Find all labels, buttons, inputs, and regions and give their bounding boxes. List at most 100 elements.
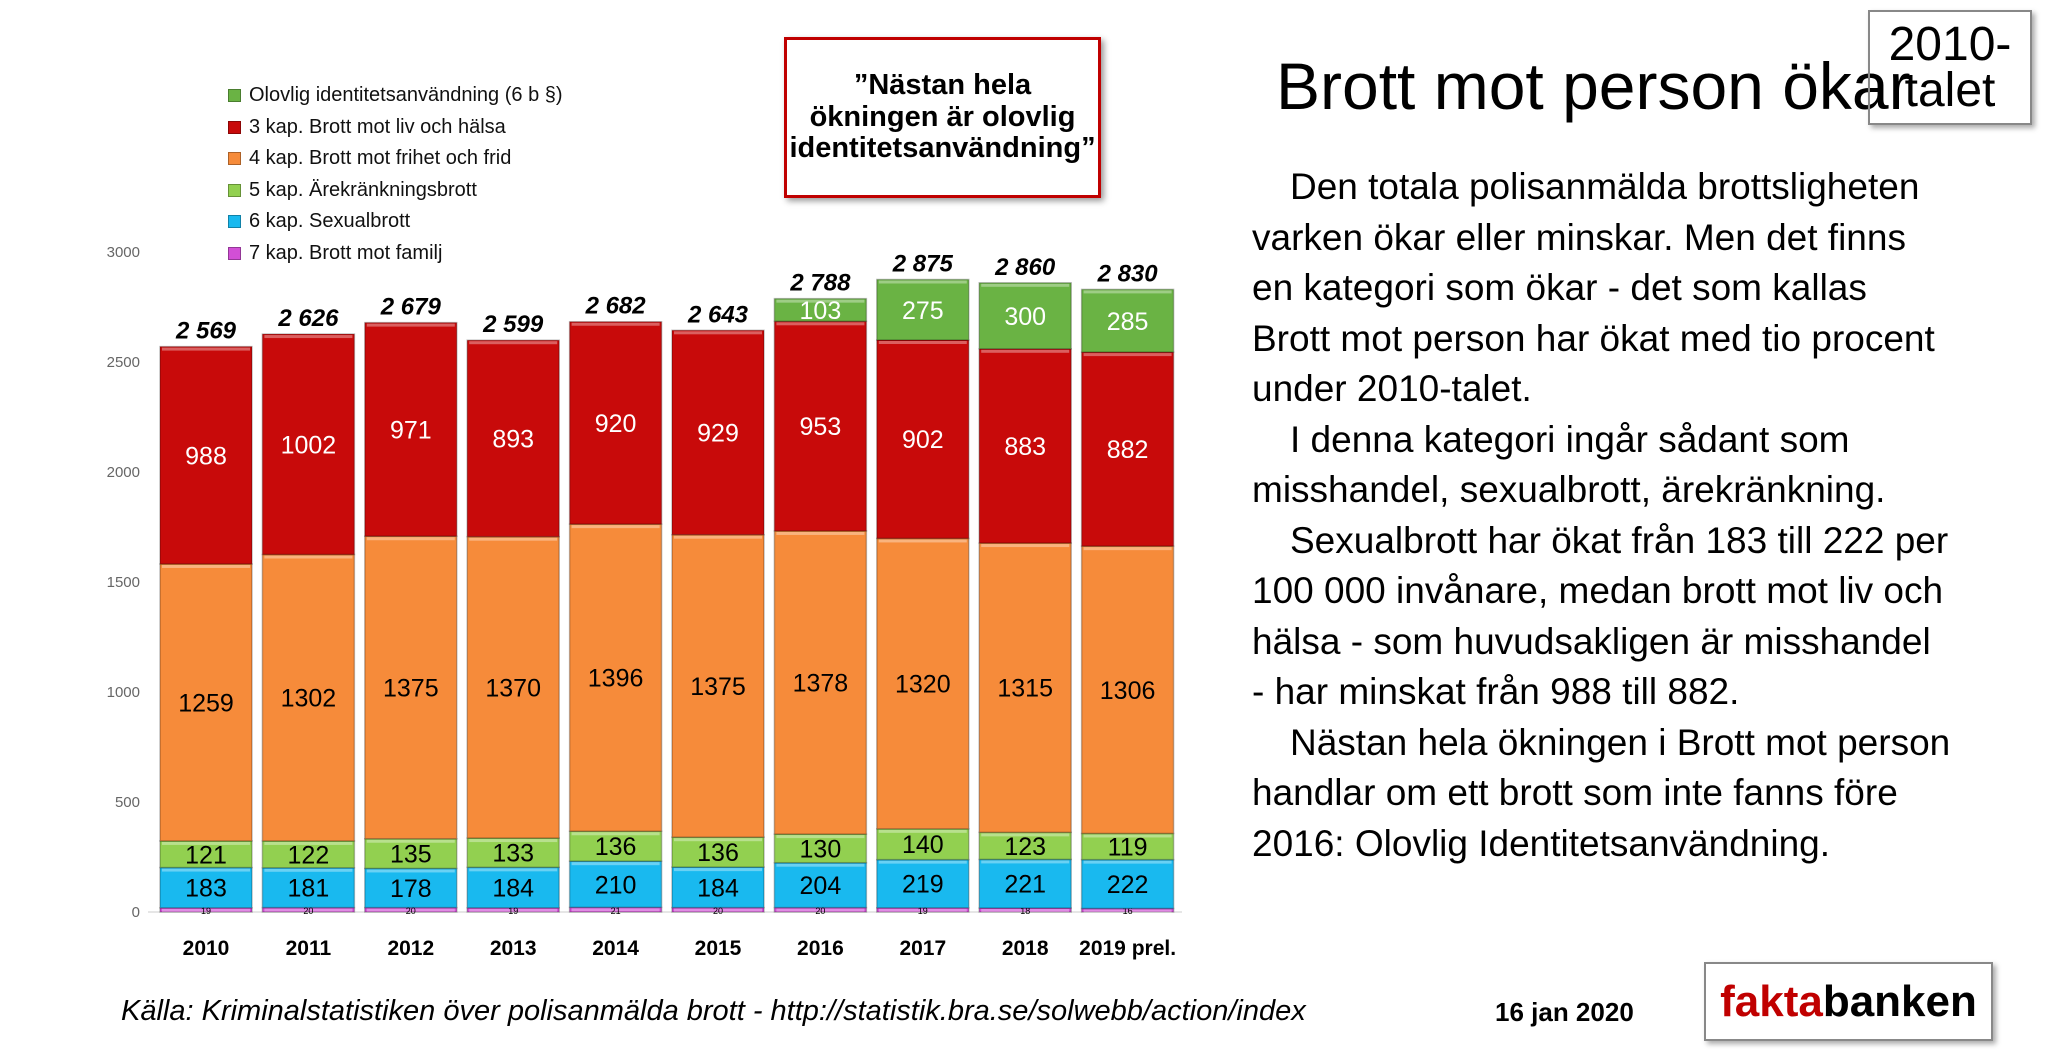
bar-highlight [1083,834,1172,838]
legend-item: 7 kap. Brott mot familj [228,238,563,270]
bar-highlight [981,544,1070,548]
data-label: 183 [185,875,227,903]
bar-highlight [469,908,558,912]
bar-segment [466,535,560,839]
bar-highlight [162,908,250,912]
data-label: 133 [492,840,534,868]
legend-swatch [228,215,241,229]
bar-segment [261,333,356,556]
legend-label: 4 kap. Brott mot frihet och frid [249,147,512,170]
bar-highlight [162,347,250,351]
data-label: 16 [1123,906,1133,916]
bar-highlight [1083,860,1172,864]
bar-segment [1080,351,1175,547]
data-label: 1259 [178,689,234,717]
bar-segment [466,837,560,869]
bar-highlight [776,863,865,867]
decade-badge: 2010-talet [1868,10,2032,125]
bar-segment [159,345,253,565]
bar-segment [773,320,868,532]
data-label: 1315 [997,675,1053,703]
bar-highlight [571,908,660,912]
y-tick-label: 3000 [107,244,140,261]
x-tick-label: 2012 [387,937,434,960]
data-label: 103 [800,297,842,325]
data-label: 920 [595,410,637,438]
bar-segment [978,542,1072,834]
data-label: 135 [390,841,432,869]
bar-segment [364,535,458,840]
data-label: 136 [697,839,739,867]
data-label: 1320 [895,671,951,699]
bar-highlight [264,841,353,845]
bar-highlight [981,833,1070,837]
legend-label: 3 kap. Brott mot liv och hälsa [249,115,506,138]
legend-swatch [228,120,241,134]
data-label: 204 [800,872,842,900]
data-label: 300 [1004,303,1046,331]
total-label: 2 860 [994,254,1056,281]
bar-segment [364,321,458,537]
paragraph: Den totala polisanmälda brottsligheten v… [1252,166,1935,409]
data-label: 221 [1004,871,1046,899]
data-label: 19 [918,906,928,916]
bar-highlight [878,908,967,912]
total-label: 2 875 [892,251,954,278]
bar-highlight [1083,353,1172,357]
bar-segment [1080,545,1175,835]
data-label: 210 [595,871,637,899]
x-tick-label: 2019 prel. [1079,937,1176,960]
bar-segment [568,523,663,833]
bar-highlight [981,860,1070,864]
legend-swatch [228,152,241,166]
bar-highlight [264,555,353,559]
bar-highlight [469,537,558,541]
data-label: 19 [201,906,211,916]
bar-highlight [981,283,1070,287]
total-label: 2 788 [789,270,851,297]
y-tick-label: 2000 [107,464,140,481]
bar-segment [466,339,560,538]
bar-segment [773,297,868,323]
legend-label: 7 kap. Brott mot familj [249,241,443,264]
bar-segment [261,840,356,869]
bar-highlight [674,838,762,842]
bar-highlight [366,323,455,327]
bar-highlight [776,322,865,326]
bar-highlight [571,322,660,326]
legend-item: 3 kap. Brott mot liv och hälsa [228,112,563,144]
legend-label: Olovlig identitetsanvändning (6 b §) [249,84,563,107]
paragraph: Nästan hela ökningen i Brott mot person … [1252,721,1951,864]
bar-highlight [674,535,762,539]
bar-segment [1080,288,1175,353]
data-label: 971 [390,416,432,444]
data-label: 219 [902,871,944,899]
bar-highlight [981,909,1070,913]
x-tick-label: 2010 [183,937,230,960]
total-label: 2 599 [482,311,544,338]
bar-segment [261,867,356,909]
data-label: 18 [1020,906,1030,916]
bar-highlight [674,868,762,872]
total-label: 2 643 [687,301,749,328]
data-label: 20 [406,906,416,916]
y-tick-label: 500 [115,794,140,811]
bar-highlight [878,539,967,543]
bar-highlight [878,860,967,864]
bar-segment [978,831,1072,861]
data-label: 1375 [383,674,439,702]
bar-segment [978,348,1072,544]
bar-highlight [1083,909,1172,913]
data-label: 1370 [485,674,541,702]
total-label: 2 626 [277,305,339,332]
bar-highlight [264,908,353,912]
page-title: Brott mot person ökar [1276,49,1911,123]
bar-highlight [776,531,865,535]
data-label: 20 [713,906,723,916]
bar-highlight [469,839,558,843]
bar-segment [876,828,970,861]
bar-segment [671,533,765,838]
bar-highlight [776,908,865,912]
data-label: 1378 [793,670,849,698]
bar-segment [159,563,253,842]
